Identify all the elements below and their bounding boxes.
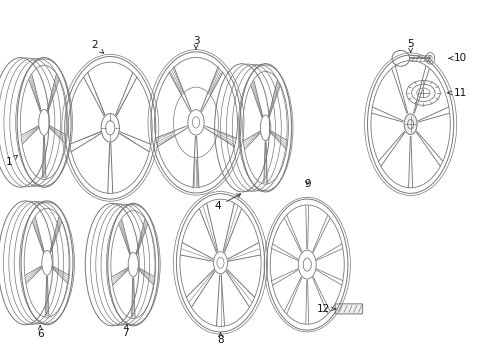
Text: 10: 10 — [448, 53, 467, 63]
Text: 9: 9 — [304, 179, 311, 189]
Text: 12: 12 — [317, 304, 336, 314]
Text: 8: 8 — [217, 332, 224, 345]
Text: 2: 2 — [91, 40, 103, 53]
Text: 3: 3 — [193, 36, 199, 49]
FancyBboxPatch shape — [335, 304, 363, 314]
Ellipse shape — [404, 114, 417, 135]
Text: 6: 6 — [37, 326, 44, 339]
Text: 5: 5 — [407, 39, 414, 52]
Text: 4: 4 — [215, 194, 241, 211]
Text: 1: 1 — [5, 155, 18, 167]
Text: 7: 7 — [122, 325, 128, 338]
Text: 11: 11 — [448, 88, 467, 98]
